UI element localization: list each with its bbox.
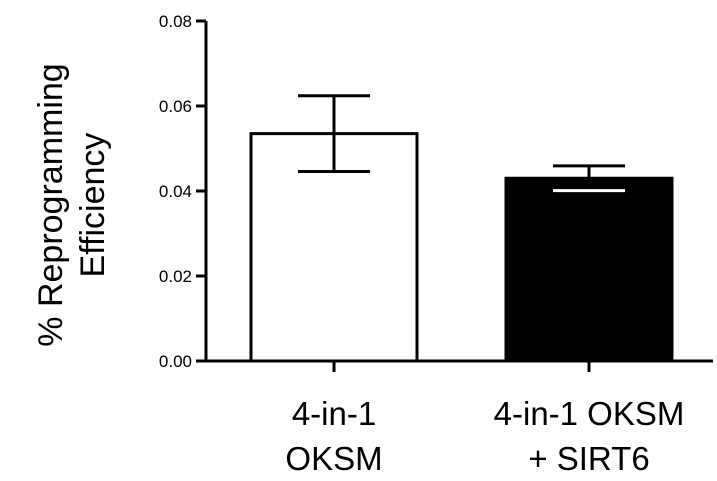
y-tick-label: 0.08 xyxy=(159,12,192,31)
y-axis-title: % Reprogramming Efficiency xyxy=(32,63,112,346)
category-labels: 4-in-1 OKSM 4-in-1 OKSM + SIRT6 xyxy=(285,395,684,477)
bars xyxy=(249,132,674,363)
category-label-line: + SIRT6 xyxy=(528,440,649,477)
category-label-line: 4-in-1 OKSM xyxy=(494,395,685,432)
y-tick-label: 0.06 xyxy=(159,97,192,116)
y-tick-label: 0.00 xyxy=(159,352,192,371)
x-axis xyxy=(206,359,713,372)
y-axis-title-line: % Reprogramming xyxy=(32,63,70,346)
y-tick-label: 0.04 xyxy=(159,182,192,201)
category-label-line: 4-in-1 xyxy=(292,395,376,432)
y-axis: 0.00 0.02 0.04 0.06 0.08 xyxy=(159,12,208,371)
y-tick-label: 0.02 xyxy=(159,267,192,286)
bar xyxy=(504,176,674,363)
category-label-line: OKSM xyxy=(285,440,382,477)
y-axis-title-group: % Reprogramming Efficiency xyxy=(32,63,112,346)
y-axis-title-line: Efficiency xyxy=(74,133,112,278)
error-bars xyxy=(298,94,625,193)
